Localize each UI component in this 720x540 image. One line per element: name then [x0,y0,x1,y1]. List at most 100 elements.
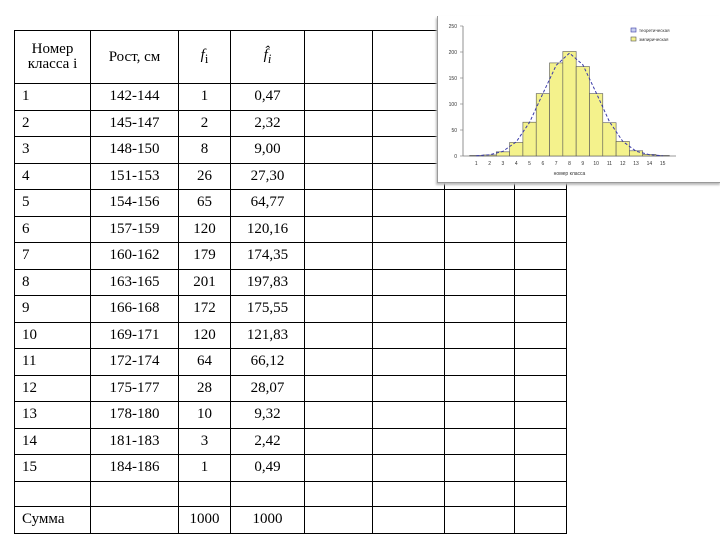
empty-cell [514,348,567,376]
empty-cell [514,295,567,323]
x-tick-label: 7 [555,161,558,167]
empty-cell [444,454,515,482]
empty-cell [304,189,373,217]
frequency-cell: 64 [178,348,231,376]
empty-cell [304,109,373,137]
table-row: 8 163-165 201 197,83 [14,268,567,296]
header-freq: fi [178,30,231,84]
table-row: 9 166-168 172 175,55 [14,295,567,323]
empty-cell [372,321,445,349]
height-range-cell: 160-162 [90,242,179,270]
empty-cell [372,83,445,111]
histogram-bar [629,150,644,157]
empty-cell [514,505,567,534]
class-cell: 6 [14,215,91,243]
theoretical-frequency-cell: 28,07 [230,374,305,402]
height-range-cell: 154-156 [90,189,179,217]
theoretical-frequency-cell: 66,12 [230,348,305,376]
x-tick-label: 1 [475,161,478,167]
theoretical-frequency-cell: 27,30 [230,162,305,190]
frequency-cell: 2 [178,109,231,137]
theoretical-frequency-cell: 2,32 [230,109,305,137]
height-range-cell: 142-144 [90,83,179,111]
table-body: 1 142-144 1 0,47 2 145-147 2 2,32 3 148-150 8 9,00 4… [14,83,567,482]
height-range-cell: 169-171 [90,321,179,349]
height-range-cell: 145-147 [90,109,179,137]
frequency-cell: 28 [178,374,231,402]
empty-cell [372,480,445,507]
theoretical-frequency-cell: 0,47 [230,83,305,111]
class-cell: 2 [14,109,91,137]
class-cell: 12 [14,374,91,402]
empty-cell [304,295,373,323]
x-axis-label: номер класса [554,171,586,177]
theoretical-frequency-cell: 9,00 [230,136,305,164]
height-range-cell: 166-168 [90,295,179,323]
class-cell: 10 [14,321,91,349]
class-cell: 11 [14,348,91,376]
frequency-cell: 26 [178,162,231,190]
empty-cell [514,215,567,243]
empty-cell [444,268,515,296]
empty-cell [304,480,373,507]
frequency-cell: 65 [178,189,231,217]
empty-cell [444,505,515,534]
empty-cell [304,162,373,190]
empty-cell [444,295,515,323]
frequency-cell: 1 [178,454,231,482]
theoretical-frequency-cell: 174,35 [230,242,305,270]
empty-cell [444,348,515,376]
empty-cell [514,427,567,455]
histogram-bar [549,62,564,157]
frequency-cell: 120 [178,321,231,349]
legend-label-empirical: эмпирическая [639,37,669,42]
table-row: 10 169-171 120 121,83 [14,321,567,349]
y-tick-label: 0 [454,154,457,160]
total-row: Сумма 1000 1000 [14,505,567,534]
height-range-cell: 163-165 [90,268,179,296]
empty-cell [514,374,567,402]
y-tick-label: 50 [451,128,457,134]
empty-cell [372,401,445,429]
header-class: Номер класса i [14,30,91,84]
y-tick-label: 150 [449,76,458,82]
frequency-cell: 179 [178,242,231,270]
table-row: 12 175-177 28 28,07 [14,374,567,402]
frequency-cell: 8 [178,136,231,164]
legend-label-theoretical: теоретическая [639,28,670,33]
x-tick-label: 3 [502,161,505,167]
height-range-cell: 172-174 [90,348,179,376]
x-tick-label: 6 [541,161,544,167]
y-tick-label: 100 [449,102,458,108]
theoretical-curve [476,52,663,157]
frequency-cell: 1 [178,83,231,111]
theoretical-frequency-cell: 120,16 [230,215,305,243]
frequency-cell: 3 [178,427,231,455]
frequency-table: Номер класса i Рост, см fi f̂i 1 142-144 1… [14,30,567,534]
empty-cell [304,30,373,84]
height-range-cell: 181-183 [90,427,179,455]
frequency-cell: 120 [178,215,231,243]
histogram-bar [575,66,590,157]
histogram-bar [562,51,577,157]
legend-swatch-theoretical [630,27,637,33]
histogram-bar [482,154,497,157]
empty-cell [304,454,373,482]
empty-cell [372,162,445,190]
class-cell: 7 [14,242,91,270]
empty-cell [372,242,445,270]
class-cell: 5 [14,189,91,217]
empty-cell [514,189,567,217]
empty-cell [372,109,445,137]
table-row: 15 184-186 1 0,49 [14,454,567,482]
table-row: 5 154-156 65 64,77 [14,189,567,217]
histogram-bar [602,122,617,157]
total-label: Сумма [14,505,91,534]
empty-cell [304,427,373,455]
empty-cell [372,268,445,296]
x-tick-label: 9 [581,161,584,167]
x-tick-label: 4 [515,161,518,167]
theoretical-frequency-cell: 0,49 [230,454,305,482]
total-freq: 1000 [178,505,231,534]
y-tick-label: 200 [449,50,458,56]
